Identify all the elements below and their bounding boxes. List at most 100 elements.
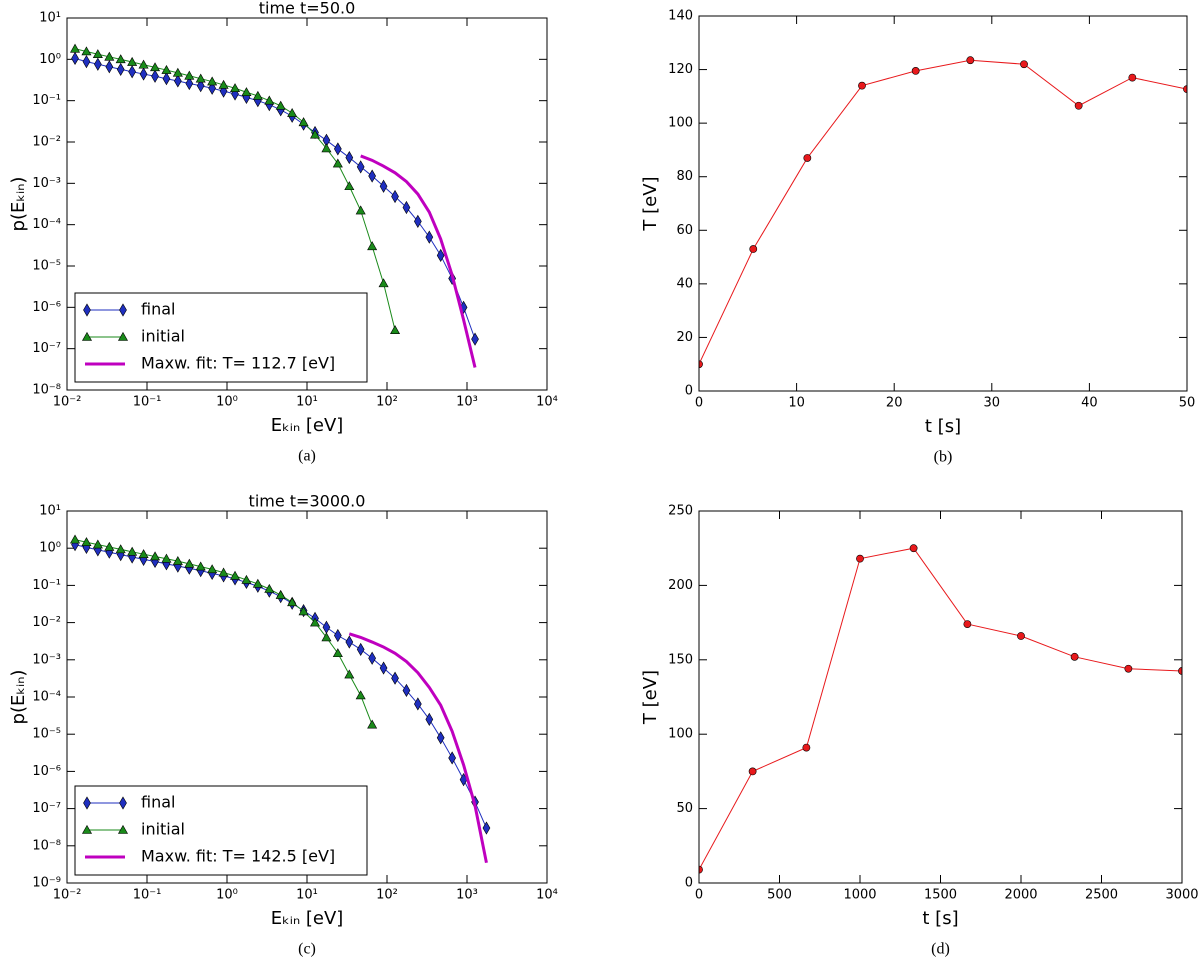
x-tick-label: 2000 — [1004, 888, 1037, 903]
marker — [391, 189, 399, 204]
marker — [803, 154, 812, 162]
marker — [345, 635, 354, 649]
marker — [195, 561, 206, 571]
marker — [414, 214, 422, 228]
x-tick-label: 50 — [1179, 396, 1196, 411]
x-tick-label: 10² — [376, 888, 398, 903]
marker — [355, 205, 366, 215]
x-tick-label: 0 — [695, 396, 703, 411]
x-tick-label: 10⁻¹ — [133, 395, 162, 410]
x-tick-label: 3000 — [1165, 888, 1198, 903]
marker — [185, 76, 194, 91]
marker — [116, 62, 125, 77]
y-tick-label: 10⁻¹ — [32, 93, 61, 108]
y-tick-label: 120 — [668, 62, 693, 77]
marker — [379, 179, 388, 193]
legend: final initial Maxw. fit: T= 142.5 [eV] — [74, 785, 368, 876]
series-group — [70, 43, 479, 368]
y-tick-label: 200 — [668, 578, 693, 593]
legend-marker — [117, 824, 129, 834]
marker — [356, 160, 365, 174]
x-tick-label: 10⁴ — [536, 888, 558, 903]
marker — [367, 241, 378, 251]
y-tick-label: 80 — [676, 169, 693, 184]
marker — [230, 83, 241, 93]
y-tick-label: 10⁻⁷ — [32, 801, 61, 816]
legend-marker — [119, 303, 127, 317]
marker — [310, 129, 321, 139]
y-tick-label: 10⁻⁸ — [32, 838, 61, 853]
marker — [150, 551, 161, 561]
marker — [104, 541, 115, 551]
y-tick-label: 0 — [685, 384, 693, 399]
y-tick-label: 10⁰ — [39, 52, 61, 67]
marker — [207, 564, 218, 574]
marker — [81, 46, 92, 56]
marker — [748, 767, 757, 776]
marker — [264, 583, 275, 593]
x-tick-label: 0 — [695, 888, 703, 903]
y-tick-label: 20 — [676, 330, 693, 345]
x-tick-label: 10³ — [456, 888, 478, 903]
caption: (c) — [298, 941, 316, 958]
marker — [909, 544, 918, 553]
marker — [151, 69, 159, 83]
marker — [230, 570, 241, 580]
marker — [802, 743, 811, 752]
y-tick-label: 50 — [676, 801, 693, 816]
y-tick-label: 250 — [668, 504, 693, 519]
marker — [321, 632, 332, 642]
marker — [1124, 664, 1133, 673]
marker — [367, 719, 378, 729]
marker — [162, 72, 171, 86]
y-tick-label: 10⁻⁶ — [32, 300, 61, 315]
marker — [391, 671, 399, 685]
y-tick-label: 10¹ — [39, 11, 61, 26]
axes-frame — [698, 510, 1183, 884]
marker — [287, 597, 298, 607]
legend-marker — [117, 331, 129, 341]
legend-label: Maxw. fit: T= 142.5 [eV] — [141, 847, 335, 866]
x-tick-label: 1500 — [924, 888, 957, 903]
marker — [1017, 632, 1025, 640]
y-tick-label: 10⁻¹ — [32, 578, 61, 593]
x-tick-label: 10⁻² — [53, 888, 82, 903]
marker — [448, 751, 456, 765]
marker — [402, 200, 411, 215]
marker — [184, 558, 195, 568]
marker — [334, 142, 342, 156]
marker — [1070, 652, 1079, 661]
marker — [196, 79, 205, 93]
marker — [368, 169, 376, 183]
marker — [115, 544, 126, 554]
legend-marker — [81, 331, 93, 341]
marker — [368, 651, 376, 665]
marker — [92, 539, 103, 549]
marker — [264, 95, 275, 105]
marker — [71, 51, 79, 66]
series-line — [699, 59, 1187, 365]
marker — [138, 549, 149, 558]
subplot: 0 500 1000 1500 2000 2500 3000 0 50 100 150 200 250 t… — [640, 504, 1199, 958]
legend-marker — [81, 824, 93, 834]
marker — [150, 62, 161, 72]
y-tick-label: 10¹ — [39, 504, 61, 519]
y-tick-label: 0 — [685, 876, 693, 891]
caption: (b) — [934, 449, 953, 466]
marker — [344, 181, 355, 191]
x-tick-label: 10⁰ — [216, 395, 238, 410]
marker — [127, 546, 138, 556]
marker — [1020, 60, 1028, 69]
y-tick-label: 10⁻² — [32, 615, 61, 630]
x-axis-label: t [s] — [925, 416, 961, 437]
y-tick-label: 10⁻⁵ — [32, 259, 61, 274]
y-tick-label: 10⁻⁴ — [32, 217, 61, 232]
marker — [402, 683, 411, 698]
marker — [436, 731, 445, 745]
marker — [425, 712, 434, 726]
series-group — [699, 56, 1187, 369]
marker — [379, 661, 388, 675]
marker — [92, 49, 103, 59]
marker — [856, 554, 864, 563]
